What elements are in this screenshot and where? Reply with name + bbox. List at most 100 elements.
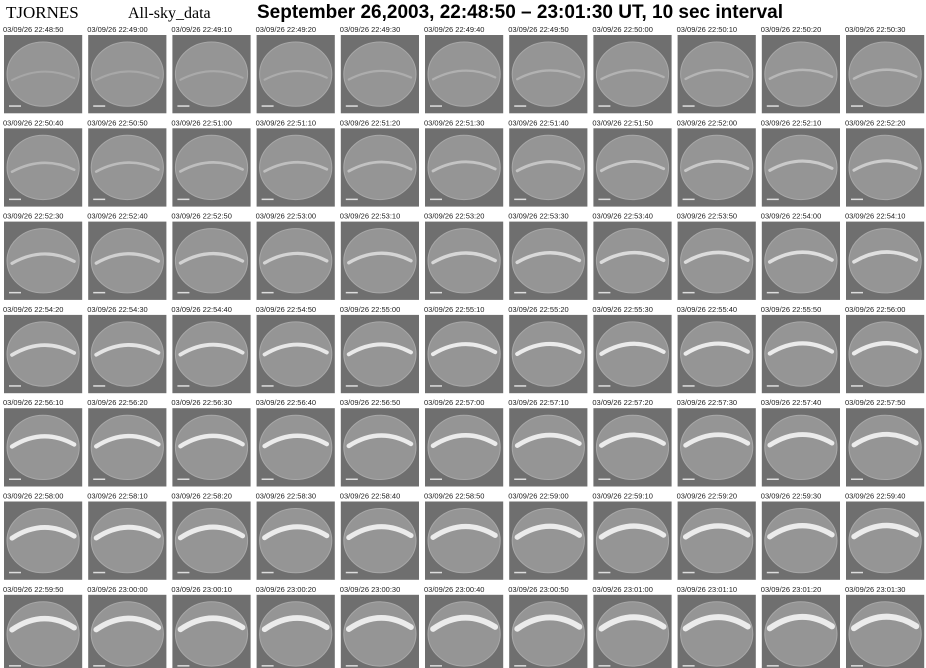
sky-disc: [344, 509, 416, 573]
sky-disc: [765, 602, 837, 666]
frame-timestamp: 03/09/26 23:00:30: [340, 585, 400, 594]
scale-mark: [767, 479, 779, 481]
scale-mark: [9, 105, 21, 107]
frame-timestamp: 03/09/26 23:00:20: [256, 585, 316, 594]
scale-mark: [851, 292, 863, 294]
scale-mark: [598, 479, 610, 481]
dataset-label: All-sky_data: [128, 5, 211, 22]
frame-timestamp: 03/09/26 22:51:00: [171, 118, 231, 127]
scale-mark: [93, 385, 105, 387]
frame-timestamp: 03/09/26 22:52:20: [845, 118, 905, 127]
frame-timestamp: 03/09/26 22:55:30: [592, 305, 652, 314]
scale-mark: [598, 572, 610, 574]
sky-disc: [512, 322, 584, 386]
frame-timestamp: 03/09/26 22:59:40: [845, 492, 905, 501]
frame-timestamp: 03/09/26 22:48:50: [3, 25, 63, 34]
scale-mark: [262, 479, 274, 481]
frame-timestamp: 03/09/26 22:50:00: [592, 25, 652, 34]
scale-mark: [9, 292, 21, 294]
frame-timestamp: 03/09/26 22:59:00: [508, 492, 568, 501]
frame-timestamp: 03/09/26 22:56:30: [171, 398, 231, 407]
scale-mark: [9, 199, 21, 201]
frame-timestamp: 03/09/26 22:56:40: [256, 398, 316, 407]
frame-timestamp: 03/09/26 22:58:50: [424, 492, 484, 501]
frame-timestamp: 03/09/26 22:50:30: [845, 25, 905, 34]
scale-mark: [851, 199, 863, 201]
frame-timestamp: 03/09/26 22:51:30: [424, 118, 484, 127]
sky-disc: [91, 322, 163, 386]
sky-disc: [849, 415, 921, 479]
sky-disc: [512, 509, 584, 573]
scale-mark: [514, 479, 526, 481]
scale-mark: [430, 665, 442, 667]
frame-timestamp: 03/09/26 22:56:00: [845, 305, 905, 314]
scale-mark: [262, 572, 274, 574]
scale-mark: [430, 479, 442, 481]
sky-disc: [765, 415, 837, 479]
sky-disc: [596, 509, 668, 573]
scale-mark: [93, 665, 105, 667]
station-label: TJORNES: [6, 3, 79, 22]
scale-mark: [683, 105, 695, 107]
frame-timestamp: 03/09/26 22:55:20: [508, 305, 568, 314]
scale-mark: [767, 572, 779, 574]
frame-timestamp: 03/09/26 22:55:50: [761, 305, 821, 314]
scale-mark: [430, 105, 442, 107]
frame-timestamp: 03/09/26 22:51:10: [256, 118, 316, 127]
sky-disc: [681, 415, 753, 479]
frame-timestamp: 03/09/26 22:52:30: [3, 212, 63, 221]
scale-mark: [851, 105, 863, 107]
scale-mark: [93, 572, 105, 574]
frame-timestamp: 03/09/26 22:50:40: [3, 118, 63, 127]
sky-disc: [765, 509, 837, 573]
scale-mark: [262, 199, 274, 201]
frame-timestamp: 03/09/26 22:50:10: [677, 25, 737, 34]
sky-disc: [175, 42, 247, 106]
scale-mark: [262, 105, 274, 107]
sky-disc: [175, 602, 247, 666]
sky-disc: [596, 602, 668, 666]
scale-mark: [598, 292, 610, 294]
frame-timestamp: 03/09/26 22:54:50: [256, 305, 316, 314]
frame-timestamp: 03/09/26 22:57:30: [677, 398, 737, 407]
sky-disc: [344, 415, 416, 479]
scale-mark: [514, 292, 526, 294]
scale-mark: [514, 105, 526, 107]
frame-timestamp: 03/09/26 22:49:00: [87, 25, 147, 34]
frame-timestamp: 03/09/26 22:58:30: [256, 492, 316, 501]
frame-timestamp: 03/09/26 22:51:20: [340, 118, 400, 127]
sky-disc: [7, 322, 79, 386]
sky-disc: [596, 415, 668, 479]
frame-timestamp: 03/09/26 22:49:30: [340, 25, 400, 34]
scale-mark: [683, 199, 695, 201]
scale-mark: [683, 385, 695, 387]
sky-disc: [428, 509, 500, 573]
frame-timestamp: 03/09/26 22:59:20: [677, 492, 737, 501]
frame-timestamp: 03/09/26 22:56:50: [340, 398, 400, 407]
scale-mark: [767, 385, 779, 387]
mosaic: TJORNES All-sky_data September 26,2003, …: [0, 0, 926, 668]
frame-timestamp: 03/09/26 22:51:50: [592, 118, 652, 127]
frame-timestamp: 03/09/26 23:01:20: [761, 585, 821, 594]
frame-timestamp: 03/09/26 22:54:30: [87, 305, 147, 314]
scale-mark: [851, 572, 863, 574]
sky-disc: [849, 229, 921, 293]
scale-mark: [346, 572, 358, 574]
frame-timestamp: 03/09/26 22:57:50: [845, 398, 905, 407]
scale-mark: [851, 385, 863, 387]
scale-mark: [683, 292, 695, 294]
sky-disc: [428, 415, 500, 479]
scale-mark: [767, 665, 779, 667]
frame-timestamp: 03/09/26 23:01:30: [845, 585, 905, 594]
frame-timestamp: 03/09/26 23:00:00: [87, 585, 147, 594]
scale-mark: [346, 292, 358, 294]
scale-mark: [767, 105, 779, 107]
sky-disc: [7, 509, 79, 573]
scale-mark: [9, 385, 21, 387]
scale-mark: [514, 385, 526, 387]
frame-timestamp: 03/09/26 22:53:50: [677, 212, 737, 221]
scale-mark: [767, 199, 779, 201]
scale-mark: [9, 479, 21, 481]
scale-mark: [598, 105, 610, 107]
scale-mark: [177, 479, 189, 481]
